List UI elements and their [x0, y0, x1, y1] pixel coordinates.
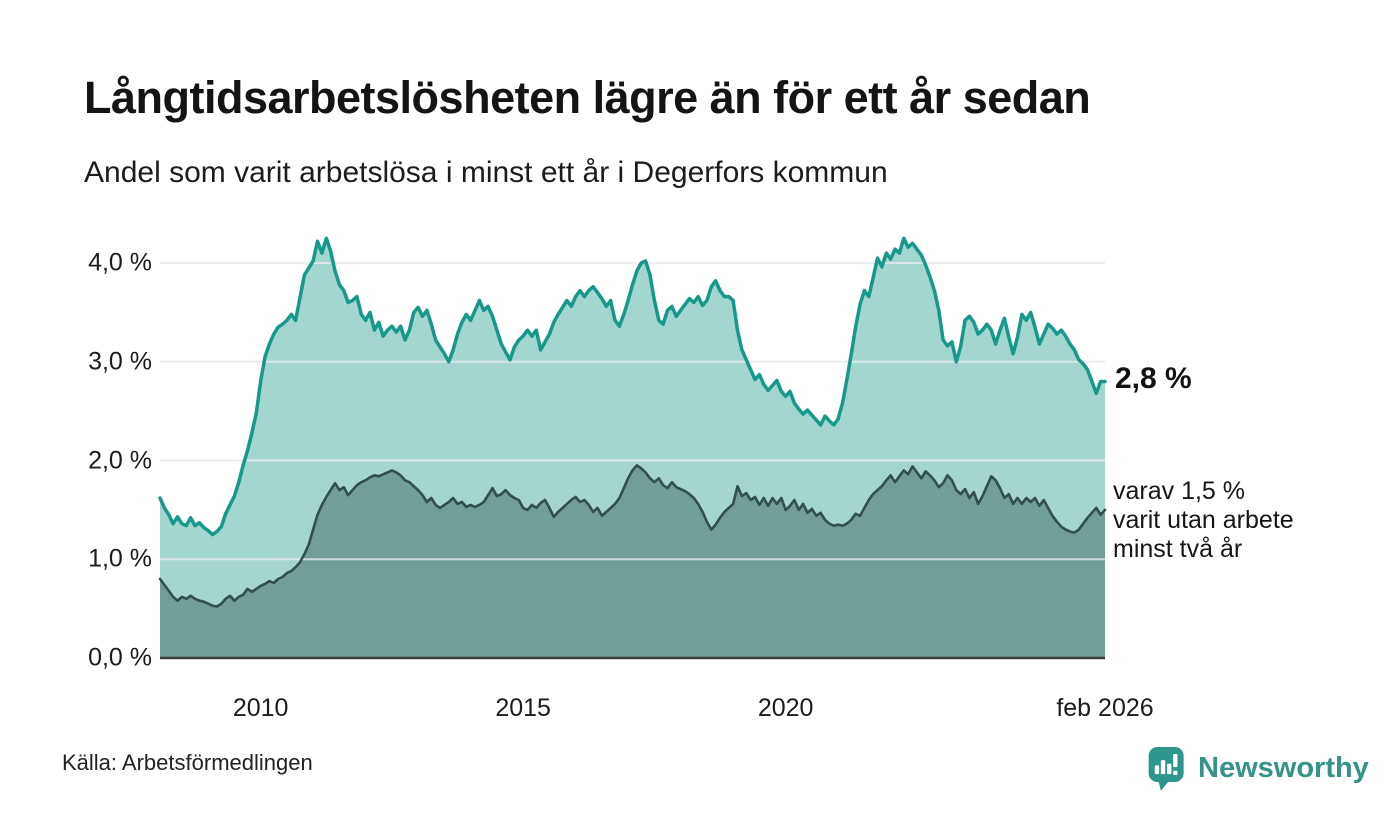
newsworthy-wordmark: Newsworthy [1198, 751, 1369, 784]
area-fills [160, 238, 1105, 659]
x-tick-label: 2020 [757, 694, 814, 722]
subset-annotation-line3: minst två år [1113, 535, 1243, 563]
x-tick-label: 2015 [495, 694, 551, 722]
newsworthy-bars-icon [1148, 747, 1184, 791]
gridlines [160, 262, 1105, 561]
subset-annotation-line1: varav 1,5 % [1113, 477, 1246, 505]
subset-value-annotation: varav 1,5 % varit utan arbete minst två … [1113, 477, 1294, 564]
series-lines [158, 236, 1107, 608]
area-fill-series-2 [160, 465, 1105, 658]
newsworthy-logo: Newsworthy [1146, 744, 1369, 792]
y-tick-label: 0,0 % [88, 643, 152, 672]
subset-annotation-line2: varit utan arbete [1113, 506, 1294, 534]
latest-value-label: 2,8 % [1115, 362, 1192, 395]
y-tick-label: 3,0 % [88, 347, 152, 376]
page-title: Långtidsarbetslösheten lägre än för ett … [84, 72, 1091, 123]
y-tick-label: 4,0 % [88, 248, 152, 277]
y-tick-label: 1,0 % [88, 544, 152, 573]
line-series-1 [158, 236, 1107, 537]
line-series-2 [158, 464, 1107, 608]
y-tick-label: 2,0 % [88, 446, 152, 474]
page-subtitle: Andel som varit arbetslösa i minst ett å… [84, 156, 888, 189]
x-tick-label: feb 2026 [1056, 694, 1154, 722]
source-credit: Källa: Arbetsförmedlingen [62, 750, 313, 775]
x-tick-label: 2010 [232, 694, 289, 722]
